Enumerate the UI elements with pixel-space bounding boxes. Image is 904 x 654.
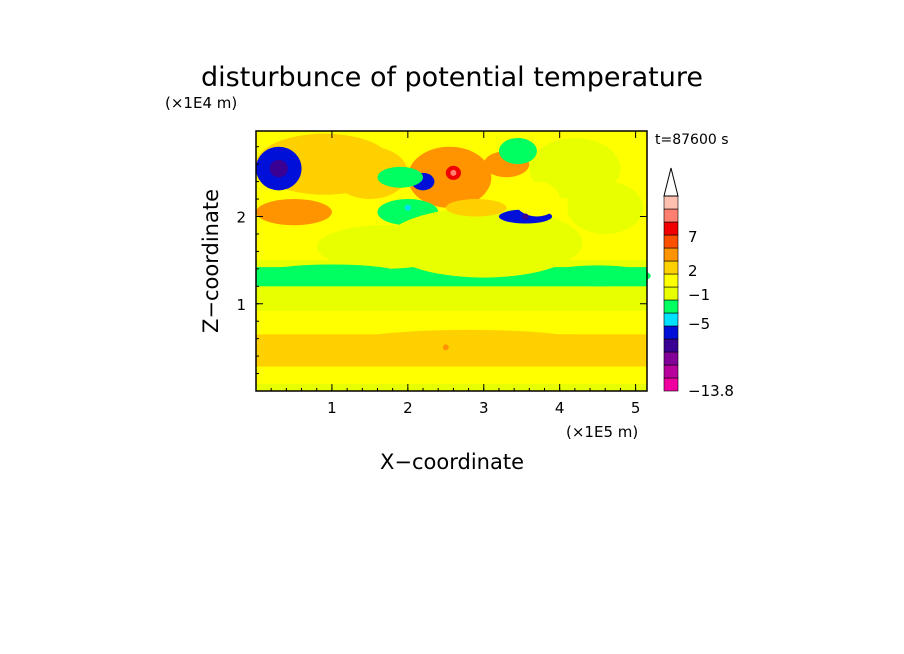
x-tick-label: 3 bbox=[479, 399, 489, 417]
x-tick-label: 4 bbox=[555, 399, 565, 417]
colorbar-segment bbox=[663, 260, 679, 275]
colorbar-segment bbox=[663, 208, 679, 223]
colorbar-segment bbox=[663, 299, 679, 314]
colorbar-segment bbox=[663, 338, 679, 353]
colorbar-segment bbox=[663, 377, 679, 392]
field-feature-point bbox=[465, 270, 472, 277]
contour-band bbox=[256, 384, 647, 391]
colorbar-label: −5 bbox=[688, 315, 710, 333]
contour-fields bbox=[255, 131, 651, 391]
field-feature-point bbox=[275, 165, 282, 172]
time-label: t=87600 s bbox=[655, 132, 729, 148]
contour-blob bbox=[263, 264, 401, 282]
colorbar-label: −1 bbox=[688, 286, 710, 304]
x-tick-label: 1 bbox=[327, 399, 337, 417]
colorbar-label: 2 bbox=[688, 262, 698, 280]
colorbar-segment bbox=[663, 286, 679, 301]
colorbar-segment bbox=[663, 273, 679, 288]
contour-blob bbox=[255, 199, 332, 226]
colorbar: 7 2 −1 −5 −13.8 bbox=[663, 167, 734, 400]
colorbar-segment bbox=[663, 312, 679, 327]
colorbar-segment bbox=[663, 195, 679, 210]
y-tick-label: 2 bbox=[236, 209, 246, 227]
field-feature-point bbox=[306, 213, 313, 220]
contour-blob bbox=[377, 166, 424, 188]
y-axis: 12 bbox=[236, 146, 647, 375]
plot-frame bbox=[255, 130, 648, 392]
contour-blob bbox=[445, 199, 507, 217]
contour-blob bbox=[514, 181, 560, 217]
x-tick-label: 2 bbox=[403, 399, 413, 417]
chart-title: disturbunce of potential temperature bbox=[201, 62, 703, 93]
x-tick-label: 5 bbox=[631, 399, 641, 417]
contour-band bbox=[256, 310, 647, 326]
y-unit-label: (×1E4 m) bbox=[165, 94, 237, 112]
field-feature-point bbox=[522, 213, 529, 220]
colorbar-extend-arrow bbox=[663, 167, 679, 197]
field-feature-point bbox=[587, 274, 594, 281]
x-axis-label: X−coordinate bbox=[380, 450, 524, 474]
field-feature-point bbox=[450, 169, 457, 176]
colorbar-label: −13.8 bbox=[688, 382, 734, 400]
colorbar-segment bbox=[663, 221, 679, 236]
field-feature-point bbox=[495, 165, 502, 172]
colorbar-segment bbox=[663, 325, 679, 340]
colorbar-segment bbox=[663, 364, 679, 379]
contour-blob bbox=[529, 334, 606, 352]
x-axis: 1 2 3 4 5 bbox=[270, 131, 641, 417]
y-tick-label: 1 bbox=[236, 296, 246, 314]
contour-blob bbox=[385, 207, 583, 278]
field-feature-point bbox=[442, 344, 449, 351]
field-feature-point bbox=[404, 204, 411, 211]
contour-blob bbox=[286, 338, 363, 357]
y-axis-label: Z−coordinate bbox=[199, 189, 223, 333]
colorbar-segment bbox=[663, 247, 679, 262]
colorbar-segment bbox=[663, 351, 679, 366]
contour-blob bbox=[498, 137, 537, 165]
contour-blob bbox=[347, 329, 591, 357]
colorbar-segment bbox=[663, 234, 679, 249]
contour-blob bbox=[544, 265, 651, 287]
field-feature-point bbox=[328, 274, 335, 281]
contour-blob bbox=[567, 181, 644, 234]
x-unit-label: (×1E5 m) bbox=[566, 423, 638, 441]
colorbar-label: 7 bbox=[688, 228, 698, 246]
